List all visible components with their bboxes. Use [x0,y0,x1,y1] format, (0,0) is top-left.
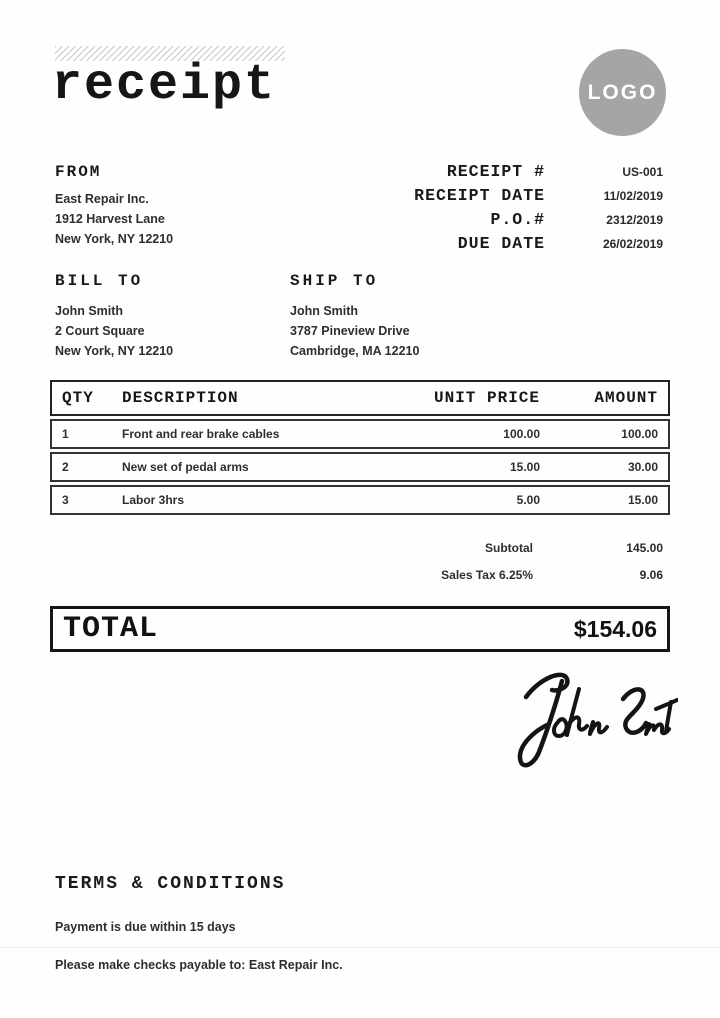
sales-tax-value: 9.06 [639,568,663,582]
from-line-company: East Repair Inc. [55,192,149,206]
receipt-number-value: US-001 [622,165,663,179]
po-number-value: 2312/2019 [606,213,663,227]
logo-badge: LOGO [579,49,666,136]
bill-to-address: John Smith 2 Court Square New York, NY 1… [55,301,173,361]
total-label: TOTAL [63,612,159,646]
header-qty: QTY [62,389,94,407]
from-line-street: 1912 Harvest Lane [55,212,165,226]
meta-row-po-number: P.O.# 2312/2019 [380,210,663,234]
ship-to-name: John Smith [290,304,359,318]
terms-line-payment: Payment is due within 15 days [55,920,236,934]
terms-line-checks: Please make checks payable to: East Repa… [55,958,343,972]
terms-divider [0,947,720,948]
row-unit-price: 5.00 [516,493,540,507]
row-amount: 100.00 [621,427,658,441]
table-row: 3 Labor 3hrs 5.00 15.00 [50,485,670,515]
sales-tax-row: Sales Tax 6.25% 9.06 [380,568,663,595]
header-unit-price: UNIT PRICE [433,389,540,407]
due-date-value: 26/02/2019 [602,237,663,251]
bill-to-name: John Smith [55,304,124,318]
terms-label: TERMS & CONDITIONS [55,874,286,894]
from-line-city: New York, NY 12210 [55,232,174,246]
from-label: FROM [55,163,102,181]
summary-block: Subtotal 145.00 Sales Tax 6.25% 9.06 [380,541,663,595]
meta-row-receipt-number: RECEIPT # US-001 [380,162,663,186]
receipt-meta: RECEIPT # US-001 RECEIPT DATE 11/02/2019… [380,162,663,258]
subtotal-label: Subtotal [485,541,533,555]
signature [517,672,678,768]
page-title: receipt [52,57,277,114]
bill-to-label: BILL TO [55,272,144,290]
row-amount: 15.00 [627,493,658,507]
row-qty: 1 [62,427,69,441]
header-amount: AMOUNT [594,389,658,407]
due-date-label: DUE DATE [457,234,545,253]
items-table-header: QTY DESCRIPTION UNIT PRICE AMOUNT [50,380,670,416]
items-table: QTY DESCRIPTION UNIT PRICE AMOUNT 1 Fron… [50,380,670,515]
logo-text: LOGO [587,80,658,104]
ship-to-label: SHIP TO [290,272,379,290]
subtotal-value: 145.00 [626,541,663,555]
table-row: 1 Front and rear brake cables 100.00 100… [50,419,670,449]
bill-to-street: 2 Court Square [55,324,145,338]
row-qty: 3 [62,493,69,507]
subtotal-row: Subtotal 145.00 [380,541,663,568]
from-address: East Repair Inc. 1912 Harvest Lane New Y… [55,189,173,249]
meta-row-due-date: DUE DATE 26/02/2019 [380,234,663,258]
table-row: 2 New set of pedal arms 15.00 30.00 [50,452,670,482]
row-qty: 2 [62,460,69,474]
ship-to-street: 3787 Pineview Drive [290,324,410,338]
receipt-number-label: RECEIPT # [446,162,545,181]
hatch-decoration [55,46,285,61]
row-description: Front and rear brake cables [122,427,280,441]
row-amount: 30.00 [627,460,658,474]
total-value: $154.06 [573,615,657,642]
sales-tax-label: Sales Tax 6.25% [441,568,533,582]
row-description: Labor 3hrs [122,493,185,507]
row-unit-price: 15.00 [509,460,540,474]
total-bar: TOTAL $154.06 [50,606,670,652]
receipt-date-value: 11/02/2019 [603,189,663,203]
bill-to-city: New York, NY 12210 [55,344,174,358]
ship-to-address: John Smith 3787 Pineview Drive Cambridge… [290,301,419,361]
po-number-label: P.O.# [490,210,545,229]
row-unit-price: 100.00 [503,427,540,441]
header-description: DESCRIPTION [122,389,239,407]
receipt-date-label: RECEIPT DATE [414,186,545,205]
row-description: New set of pedal arms [122,460,249,474]
ship-to-city: Cambridge, MA 12210 [290,344,420,358]
meta-row-receipt-date: RECEIPT DATE 11/02/2019 [380,186,663,210]
